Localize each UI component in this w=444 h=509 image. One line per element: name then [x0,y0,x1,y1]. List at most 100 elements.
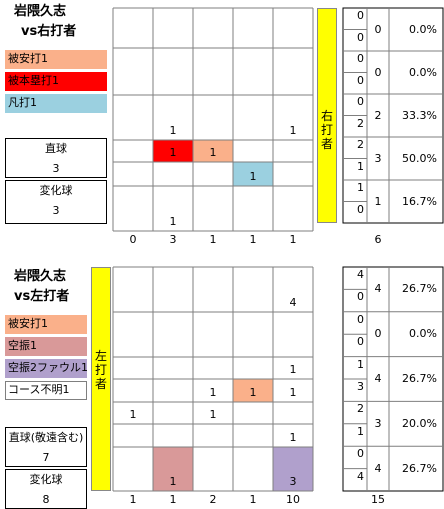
zone-percent: 26.7% [402,461,437,475]
pitch-type-name: 直球(敬遠含む) [8,431,84,444]
pitch-type-count: 8 [42,493,50,506]
batter-side-char: 者 [320,137,333,151]
panel-title: 岩隈久志 [14,4,67,19]
zone-total: 0 [374,22,382,36]
column-total: 1 [169,493,177,506]
cell-value: 1 [209,386,217,399]
pitch-type-name: 変化球 [39,184,73,197]
pitch-type-name: 直球 [45,142,67,155]
panel-title: 岩隈久志 [14,269,67,284]
zone-percent: 0.0% [409,22,437,36]
cell-value: 1 [289,386,297,399]
column-total: 3 [169,233,177,246]
pitch-type-box [5,427,87,467]
batter-side-char: 左 [94,349,107,363]
cell-value: 1 [169,475,177,488]
zone-percent: 0.0% [409,327,437,341]
zone-pair-value: 1 [357,159,364,173]
legend-label: 空振2ファウル1 [8,361,88,374]
zone-percent: 50.0% [402,151,437,165]
batter-side-label [317,8,337,223]
column-total: 1 [249,493,257,506]
heatmap-cell [193,140,233,162]
zone-total: 0 [374,327,382,341]
legend-item [5,359,87,378]
legend-item [5,315,87,334]
cell-value: 1 [129,408,137,421]
zone-pair-value: 0 [357,202,364,216]
zone-pair-value: 1 [357,357,364,371]
zone-pair-value: 2 [357,402,364,416]
legend-label: 空振1 [8,339,37,352]
zone-total: 3 [374,151,382,165]
heatmap-cell [153,140,193,162]
cell-value: 1 [169,215,177,228]
zone-pair-value: 0 [357,312,364,326]
zone-total: 4 [374,461,382,475]
cell-value: 3 [289,475,297,488]
pitch-type-count: 3 [52,162,60,175]
zone-pair-value: 0 [357,447,364,461]
zone-pair-value: 0 [357,52,364,65]
grand-total: 15 [371,493,385,506]
legend-label: コース不明1 [8,383,70,396]
cell-value: 1 [289,124,297,137]
pitch-type-box [5,180,107,224]
zone-pair-value: 1 [357,181,364,194]
cell-value: 1 [209,408,217,421]
zone-total: 4 [374,372,382,385]
pitch-type-box [5,469,87,509]
cell-value: 1 [289,431,297,444]
zone-percent: 33.3% [402,108,437,122]
pitch-type-count: 7 [42,451,50,464]
zone-total: 0 [374,65,382,79]
heatmap-grid [112,7,444,232]
zone-pair-value: 2 [357,116,364,130]
column-total: 1 [249,233,257,246]
batter-side-char: 打 [94,363,107,377]
zone-pair-value: 4 [357,469,364,483]
zone-pair-value: 1 [357,424,364,438]
zone-pair-value: 0 [357,30,364,44]
cell-value: 1 [169,124,177,137]
zone-percent: 0.0% [409,65,437,79]
grand-total: 6 [374,233,382,246]
legend-label: 凡打1 [8,96,37,109]
zone-pair-value: 0 [357,335,364,349]
zone-pair-value: 0 [357,9,364,22]
zone-total: 1 [374,194,382,208]
zone-pair-value: 0 [357,73,364,87]
legend-label: 被安打1 [8,52,48,65]
zone-pair-value: 4 [357,268,364,281]
cell-value: 1 [169,146,177,159]
panel-subtitle: vs右打者 [21,24,77,39]
zone-pair-value: 0 [357,95,364,108]
cell-value: 1 [249,386,257,399]
legend-item [5,50,107,69]
cell-value: 1 [249,170,257,183]
legend-item [5,72,107,91]
zone-pair-value: 2 [357,138,364,151]
zone-total: 2 [374,108,382,122]
column-total: 10 [286,493,300,506]
legend-label: 被安打1 [8,317,48,330]
batter-side-char: 打 [320,123,333,137]
heatmap-cell [233,379,273,402]
batter-side-label [91,267,111,491]
zone-percent: 16.7% [402,194,437,208]
zone-percent: 20.0% [402,416,437,430]
column-total: 1 [129,493,137,506]
pitch-type-name: 変化球 [29,473,63,486]
batter-side-char: 右 [320,109,333,123]
legend-label: 被本塁打1 [8,74,59,87]
cell-value: 4 [289,296,297,309]
zone-total: 3 [374,416,382,430]
column-total: 2 [209,493,217,506]
cell-value: 1 [209,146,217,159]
heatmap-cell [273,447,313,491]
column-total: 0 [129,233,137,246]
legend-item [5,381,87,400]
column-total: 1 [209,233,217,246]
heatmap-cell [233,162,273,186]
